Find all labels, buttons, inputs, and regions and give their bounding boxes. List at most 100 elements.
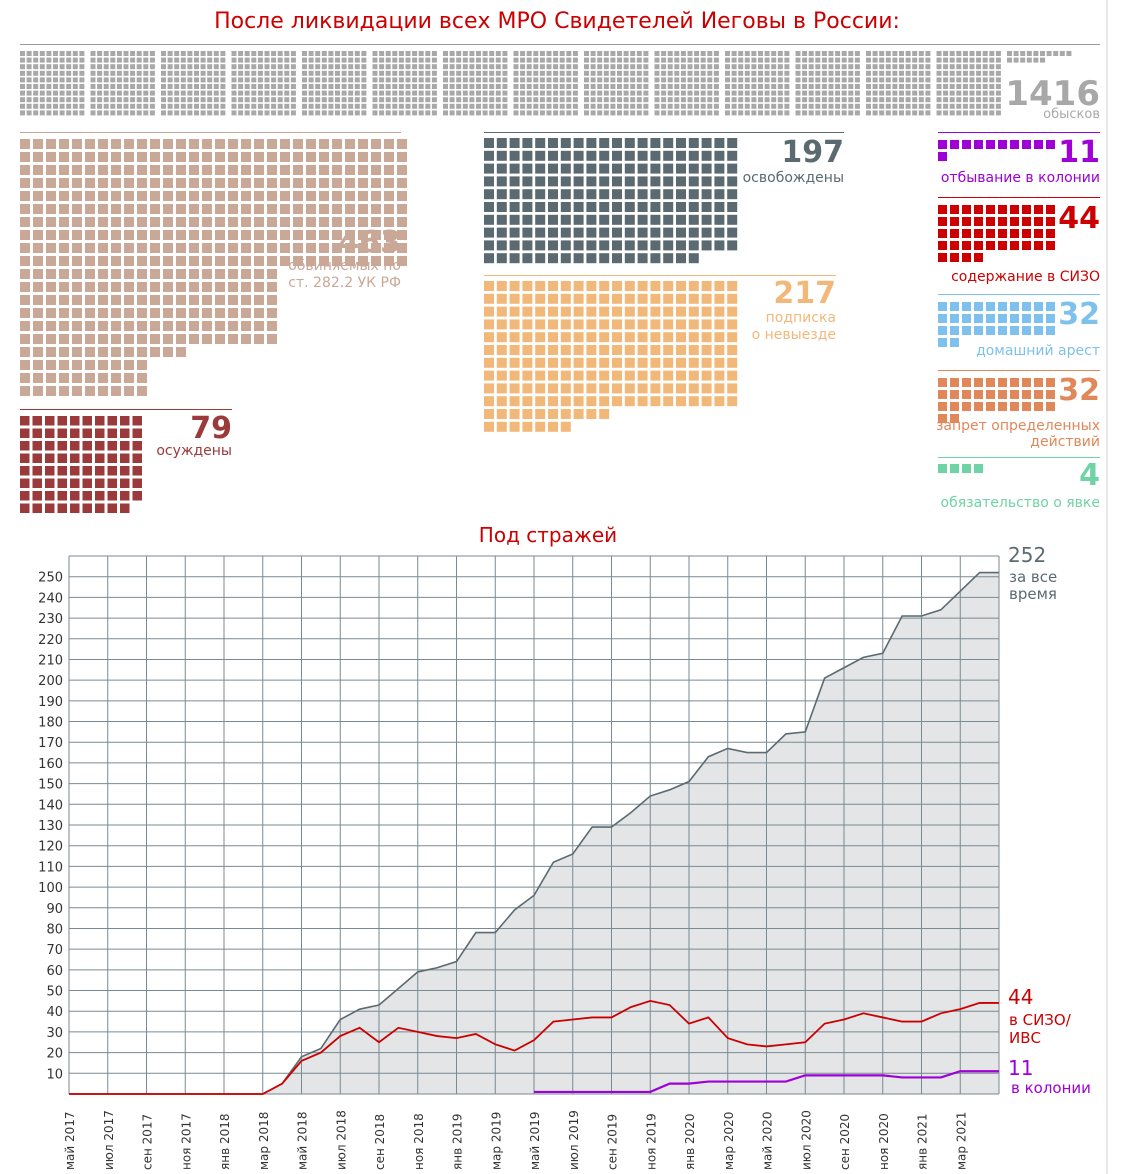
accused-square [319,230,329,240]
accused-square [111,165,121,175]
searches-square [751,57,757,63]
searches-square [167,103,173,109]
recognizance-square [522,409,533,419]
recognizance-square [573,383,584,394]
recognizance-square [624,319,635,330]
convicted-square [132,466,142,476]
searches-square [167,57,173,63]
searches-square [220,64,226,70]
accused-square [189,256,199,266]
searches-square [866,70,871,76]
searches-square [449,97,455,103]
convicted-square [95,428,105,438]
searches-square [899,70,904,76]
searches-square [795,70,801,76]
x-tick-label: июл 2020 [799,1110,813,1170]
total-end-value: 252 [1008,543,1046,567]
recognizance-square [612,370,622,381]
released-square [650,176,661,187]
searches-square [348,51,354,56]
searches-square [302,70,307,76]
searches-square [815,110,821,116]
searches-square [982,90,988,96]
released-square [535,138,546,148]
detention-square [950,241,959,250]
searches-square [674,90,680,96]
convicted-square [20,491,30,501]
obligation-square [974,464,983,473]
searches-square [617,57,622,63]
colony-square [986,140,995,149]
searches-square [328,97,334,103]
searches-square [784,97,790,103]
accused-square [46,347,56,357]
searches-square [180,97,186,103]
recognizance-square [509,345,520,355]
searches-square [385,103,391,109]
searches-square [905,57,911,63]
restrictions-square [1010,378,1019,387]
convicted-square [45,416,55,426]
accused-square [46,243,56,253]
convicted-square [95,491,105,501]
searches-square [379,57,385,63]
searches-square [771,51,777,56]
searches-square [20,97,25,103]
searches-square [667,70,673,76]
accused-square [46,165,56,175]
recognizance-square [548,421,558,432]
searches-square [533,64,539,70]
convicted-square [107,441,117,451]
searches-square [771,97,777,103]
recognizance-square [509,306,520,317]
released-square [676,202,686,212]
searches-square [744,103,750,109]
searches-square [290,103,296,109]
searches-square [976,57,982,63]
searches-square [744,57,750,63]
searches-square [449,77,455,83]
accused-square [98,347,108,357]
accused-square [124,386,134,396]
searches-square [149,110,155,116]
released-square [535,214,546,225]
searches-square [892,97,898,103]
searches-square [149,64,155,70]
searches-square [892,110,898,116]
searches-square [758,103,763,109]
convicted-square [120,416,130,426]
recognizance-square [586,332,597,343]
searches-square [956,51,962,56]
searches-square [392,77,398,83]
house-arrest-square [974,326,983,335]
released-square [612,202,622,212]
searches-square [995,57,1001,63]
searches-square [405,103,411,109]
searches-square [33,77,39,83]
recognizance-square [701,396,712,407]
accused-square [397,152,407,162]
accused-square [85,178,95,188]
searches-square [277,64,283,70]
house-arrest-square [1046,302,1055,311]
searches-square [603,77,609,83]
searches-square [379,84,385,89]
searches-square [412,90,418,96]
accused-square [202,256,212,266]
searches-square [885,110,891,116]
searches-square [661,57,667,63]
searches-square [667,84,673,89]
searches-square [835,103,841,109]
released-square [688,150,699,161]
searches-square [53,51,58,56]
searches-square [969,57,975,63]
recognizance-square [624,370,635,381]
recognizance-square [663,396,674,407]
released-square [496,202,507,212]
searches-square [841,97,847,103]
accused-square [319,204,329,214]
searches-square [161,70,166,76]
searches-square [200,70,206,76]
recognizance-square [548,409,558,419]
searches-square [392,64,398,70]
